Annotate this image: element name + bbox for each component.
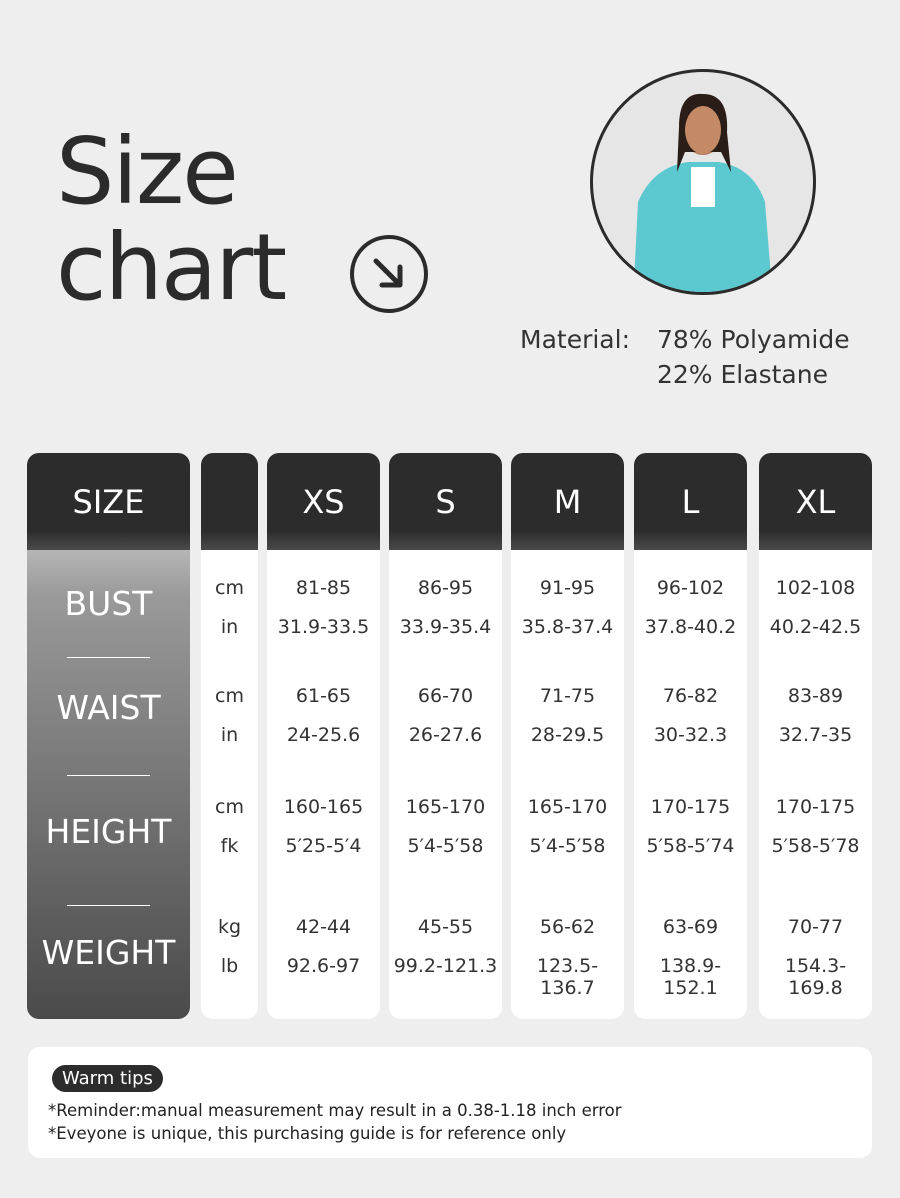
warm-tips-badge: Warm tips [52, 1065, 163, 1092]
size-value: 56-62 [539, 916, 596, 938]
size-column-xs: XS 81-85 31.9-33.5 61-65 24-25.6 160-165 5′25-… [267, 453, 380, 1019]
title-line-1: Size [56, 118, 239, 225]
size-value: 5′58-5′78 [771, 835, 860, 857]
unit-label: fk [220, 835, 239, 857]
size-value: 37.8-40.2 [644, 616, 737, 638]
unit-label: cm [215, 685, 244, 707]
size-value: 123.5-136.7 [536, 955, 599, 999]
size-value: 96-102 [656, 577, 725, 599]
size-value: 160-165 [283, 796, 364, 818]
unit-header [201, 453, 258, 550]
size-value: 5′4-5′58 [407, 835, 484, 857]
material-line-1: 78% Polyamide [657, 325, 850, 354]
measurement-label: WEIGHT [41, 933, 176, 972]
warm-tips-box: Warm tips *Reminder:manual measurement m… [28, 1047, 872, 1158]
size-value: 71-75 [539, 685, 596, 707]
size-value: 165-170 [527, 796, 608, 818]
size-value: 61-65 [295, 685, 352, 707]
size-column-xl: XL 102-108 40.2-42.5 83-89 32.7-35 170-175 5′5… [759, 453, 872, 1019]
size-header-cell: L [634, 453, 747, 550]
divider [67, 657, 150, 658]
size-value: 165-170 [405, 796, 486, 818]
size-value: 5′58-5′74 [646, 835, 735, 857]
size-value: 81-85 [295, 577, 352, 599]
tip-line-2: *Eveyone is unique, this purchasing guid… [48, 1124, 567, 1143]
unit-column: cm in cm in cm fk kg lb [201, 453, 258, 1019]
size-value: 83-89 [787, 685, 844, 707]
size-header-cell: XS [267, 453, 380, 550]
size-header-cell: S [389, 453, 502, 550]
material-label: Material: [520, 325, 630, 354]
divider [67, 775, 150, 776]
size-value: 138.9-152.1 [659, 955, 722, 999]
size-value: 26-27.6 [408, 724, 483, 746]
tip-line-1: *Reminder:manual measurement may result … [48, 1101, 622, 1120]
size-value: 35.8-37.4 [521, 616, 614, 638]
unit-label: kg [217, 916, 242, 938]
size-column-s: S 86-95 33.9-35.4 66-70 26-27.6 165-170 5′4-5′… [389, 453, 502, 1019]
size-header: SIZE [27, 453, 190, 550]
size-value: 76-82 [662, 685, 719, 707]
arrow-down-right-circle-icon [350, 235, 428, 313]
size-header-cell: M [511, 453, 624, 550]
model-photo [590, 69, 816, 295]
size-value: 63-69 [662, 916, 719, 938]
unit-label: in [220, 724, 239, 746]
size-value: 28-29.5 [530, 724, 605, 746]
size-value: 24-25.6 [286, 724, 361, 746]
size-column-l: L 96-102 37.8-40.2 76-82 30-32.3 170-175 5′58-… [634, 453, 747, 1019]
unit-label: in [220, 616, 239, 638]
size-header-cell: XL [759, 453, 872, 550]
divider [67, 905, 150, 906]
unit-label: cm [215, 796, 244, 818]
measurement-label-column: SIZE BUST WAIST HEIGHT WEIGHT [27, 453, 190, 1019]
size-value: 30-32.3 [653, 724, 728, 746]
material-line-2: 22% Elastane [657, 360, 828, 389]
size-value: 170-175 [775, 796, 856, 818]
size-column-m: M 91-95 35.8-37.4 71-75 28-29.5 165-170 5′4-5′… [511, 453, 624, 1019]
measurement-label: BUST [64, 584, 153, 623]
size-value: 66-70 [417, 685, 474, 707]
size-value: 42-44 [295, 916, 352, 938]
size-value: 91-95 [539, 577, 596, 599]
size-value: 5′4-5′58 [529, 835, 606, 857]
size-value: 32.7-35 [778, 724, 853, 746]
size-value: 99.2-121.3 [393, 955, 498, 977]
measurement-label: WAIST [56, 688, 161, 727]
size-value: 33.9-35.4 [399, 616, 492, 638]
size-value: 40.2-42.5 [769, 616, 862, 638]
size-value: 154.3-169.8 [784, 955, 847, 999]
size-value: 86-95 [417, 577, 474, 599]
size-value: 70-77 [787, 916, 844, 938]
measurement-label: HEIGHT [45, 812, 172, 851]
size-value: 31.9-33.5 [277, 616, 370, 638]
size-value: 92.6-97 [286, 955, 361, 977]
unit-label: lb [220, 955, 239, 977]
title-line-2: chart [56, 214, 287, 321]
unit-label: cm [215, 577, 244, 599]
size-value: 102-108 [775, 577, 856, 599]
size-value: 45-55 [417, 916, 474, 938]
size-value: 5′25-5′4 [285, 835, 362, 857]
size-value: 170-175 [650, 796, 731, 818]
